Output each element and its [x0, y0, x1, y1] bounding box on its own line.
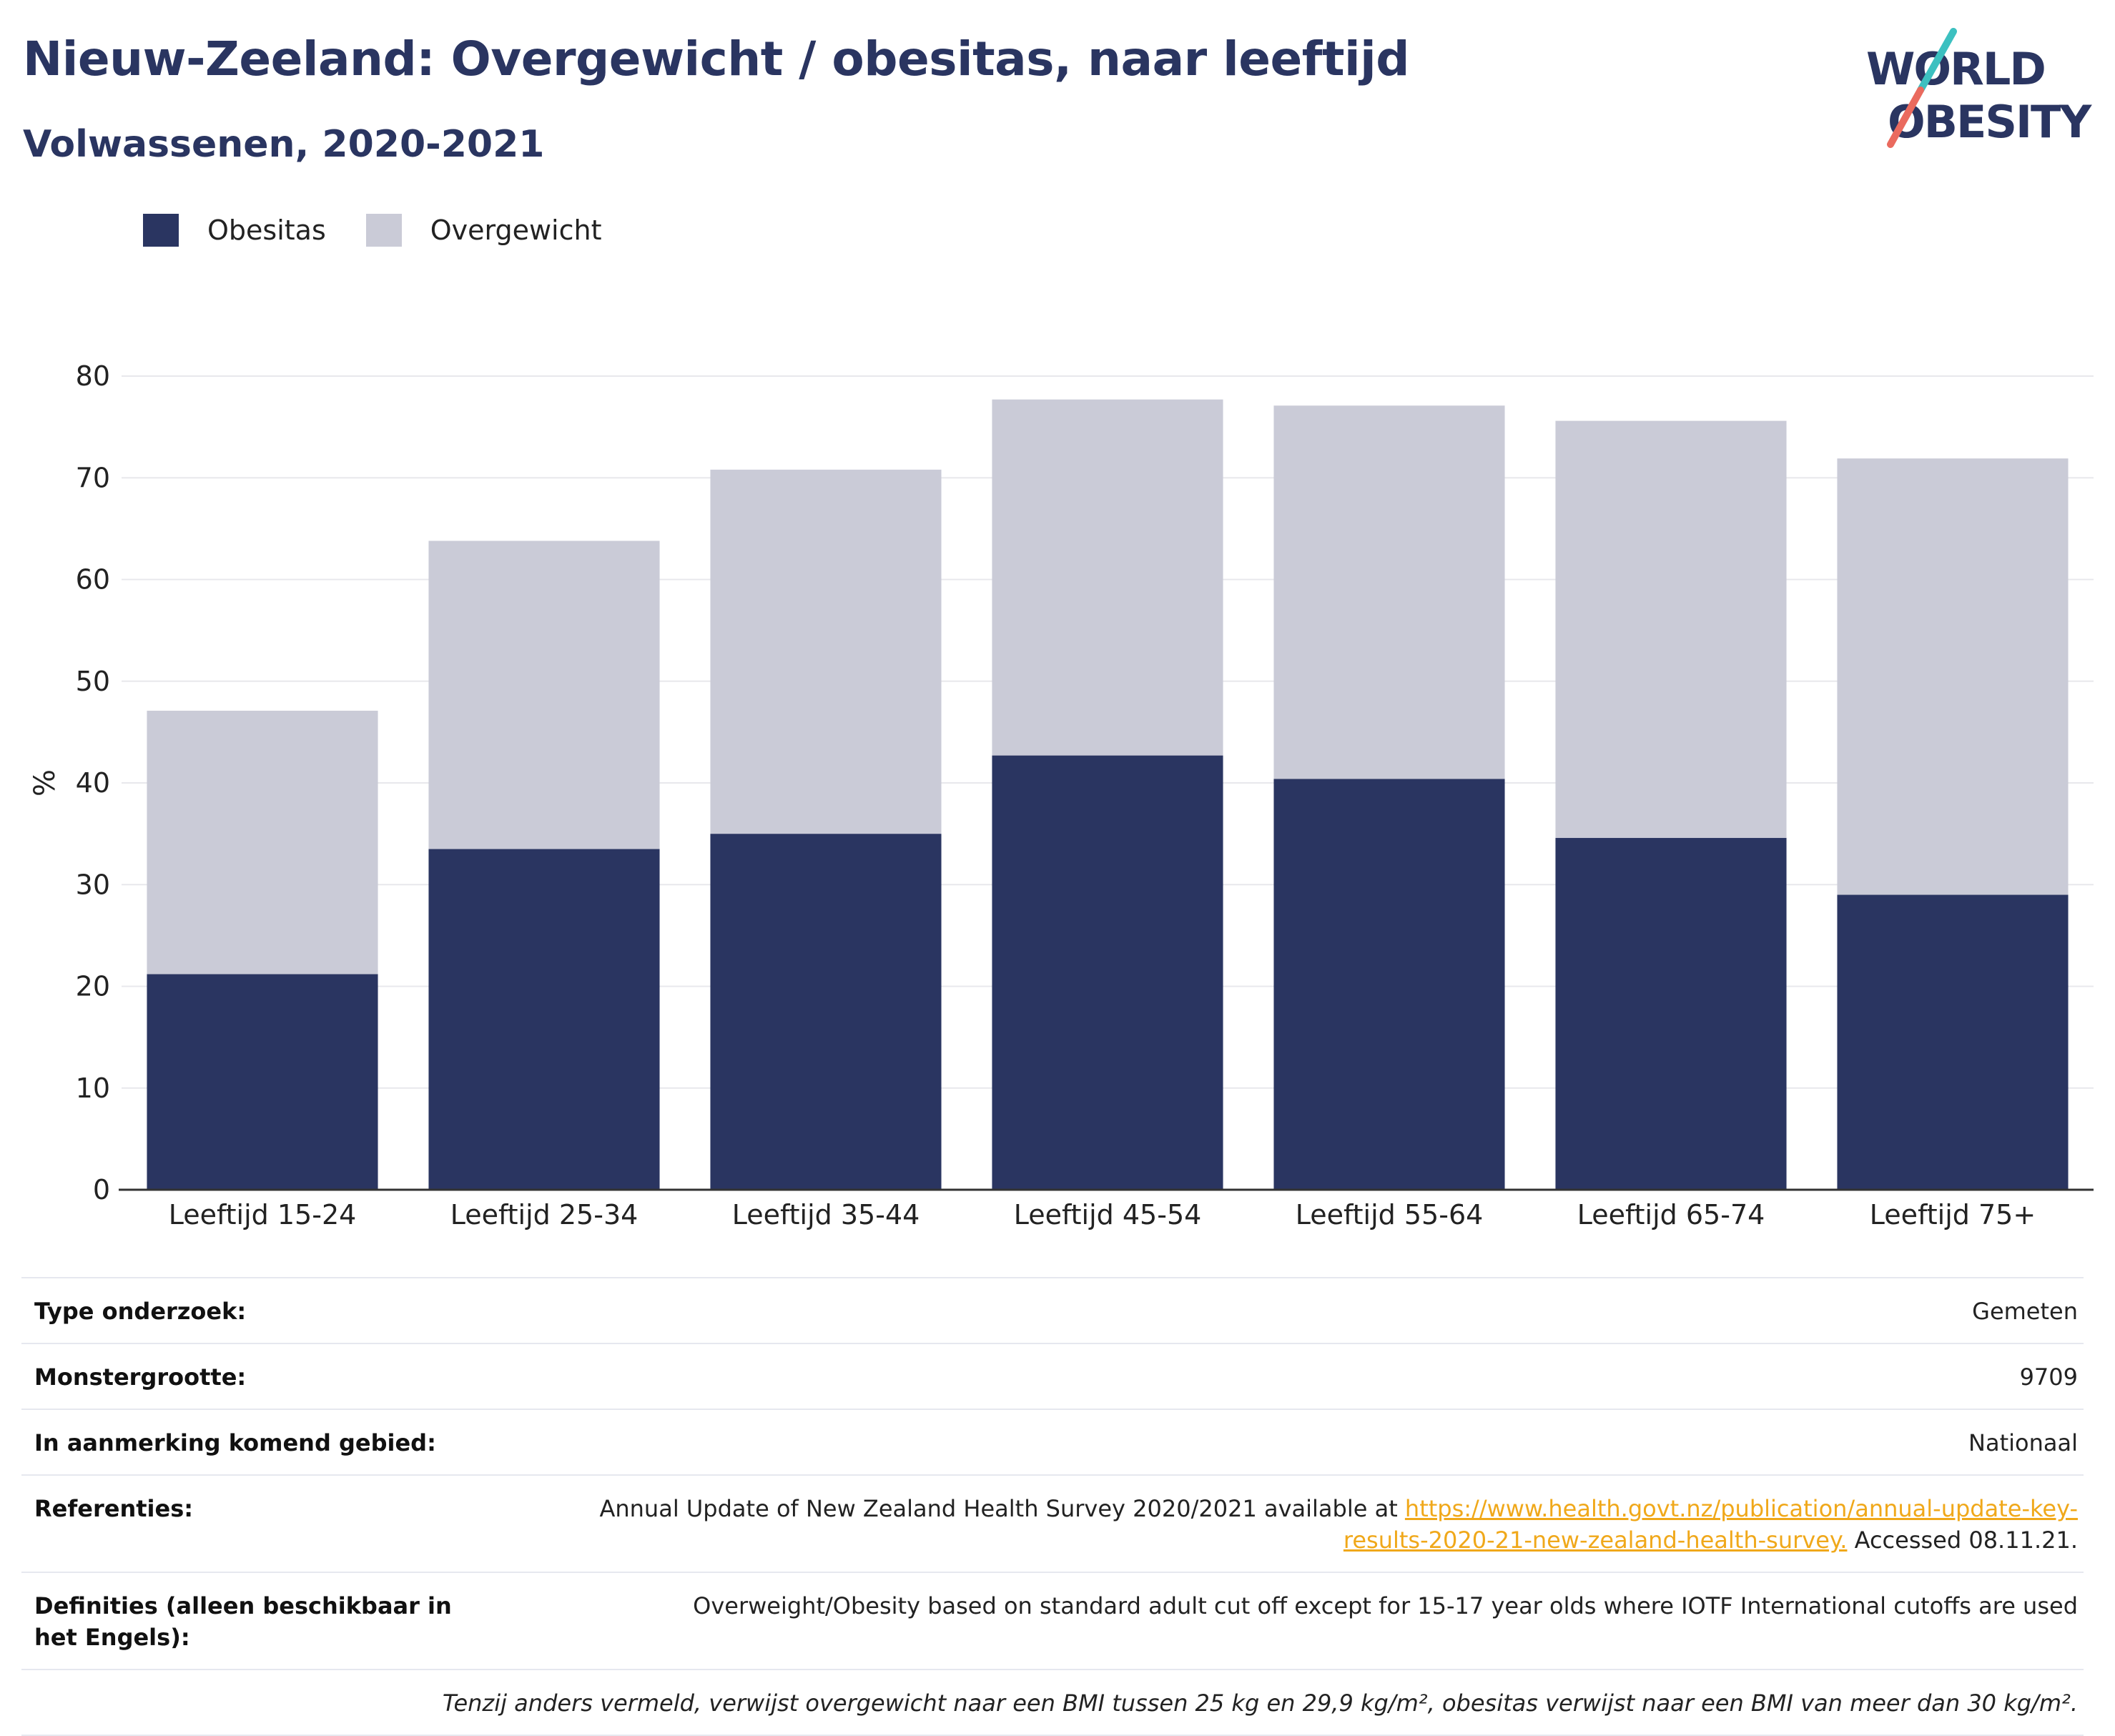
x-tick-label: Leeftijd 55-64 — [1296, 1199, 1484, 1231]
info-label-references: Referenties: — [34, 1495, 194, 1522]
info-value-area: Nationaal — [1968, 1429, 2078, 1456]
bar-overgewicht-6 — [1555, 420, 1787, 838]
reference-accessed: Accessed 08.11.21. — [1847, 1527, 2078, 1554]
legend-swatch-overgewicht — [365, 214, 402, 247]
info-value-definitions: Overweight/Obesity based on standard adu… — [693, 1592, 2078, 1619]
y-tick-label: 70 — [76, 462, 110, 493]
logo-text-world: WORLD — [1866, 43, 2045, 95]
bar-overgewicht-1 — [147, 711, 378, 975]
bar-obesitas-2 — [428, 849, 660, 1190]
info-value-sample: 9709 — [2019, 1363, 2078, 1391]
world-obesity-logo: WORLD OBESITY — [1866, 28, 2094, 148]
bar-obesitas-1 — [147, 974, 378, 1190]
x-tick-label: Leeftijd 45-54 — [1014, 1199, 1202, 1231]
reference-link-part-2: results-2020-21-new-zealand-health-surve… — [1343, 1527, 1848, 1554]
x-tick-label: Leeftijd 75+ — [1870, 1199, 2036, 1231]
info-value-type: Gemeten — [1972, 1298, 2078, 1325]
logo-slash-teal — [1917, 28, 1957, 94]
bar-obesitas-7 — [1837, 894, 2069, 1190]
chart-subtitle: Volwassenen, 2020-2021 — [23, 123, 545, 166]
info-label-sample: Monstergrootte: — [34, 1363, 247, 1391]
x-tick-label: Leeftijd 35-44 — [732, 1199, 920, 1231]
bar-overgewicht-3 — [710, 469, 942, 834]
legend-item-overgewicht[interactable]: Overgewicht — [365, 214, 602, 247]
info-row-definitions: Definities (alleen beschikbaar in het En… — [21, 1573, 2084, 1670]
legend-swatch-obesitas — [143, 214, 179, 247]
x-tick-label: Leeftijd 65-74 — [1577, 1199, 1765, 1231]
y-tick-label: 60 — [76, 564, 110, 596]
bar-overgewicht-4 — [992, 399, 1223, 756]
y-tick-label: 80 — [76, 360, 110, 392]
y-tick-label: 40 — [76, 767, 110, 799]
info-row-type: Type onderzoek: Gemeten — [21, 1278, 2084, 1344]
legend-item-obesitas[interactable]: Obesitas — [143, 214, 326, 247]
bar-obesitas-3 — [710, 834, 942, 1190]
info-row-area: In aanmerking komend gebied: Nationaal — [21, 1410, 2084, 1476]
info-label-area: In aanmerking komend gebied: — [34, 1429, 436, 1456]
y-tick-label: 20 — [76, 971, 110, 1002]
x-tick-label: Leeftijd 15-24 — [169, 1199, 357, 1231]
bar-overgewicht-5 — [1273, 405, 1505, 779]
bmi-definition-note: Tenzij anders vermeld, verwijst overgewi… — [21, 1670, 2084, 1736]
y-tick-label: 30 — [76, 869, 110, 900]
info-label-type: Type onderzoek: — [34, 1298, 247, 1325]
y-tick-label: 0 — [93, 1174, 110, 1205]
chart-legend[interactable]: Obesitas Overgewicht — [143, 210, 642, 250]
chart-title: Nieuw-Zeeland: Overgewicht / obesitas, n… — [23, 31, 1410, 87]
reference-text: Annual Update of New Zealand Health Surv… — [599, 1495, 1405, 1522]
legend-label-obesitas: Obesitas — [207, 214, 326, 246]
info-row-sample: Monstergrootte: 9709 — [21, 1344, 2084, 1410]
legend-label-overgewicht: Overgewicht — [430, 214, 602, 246]
stacked-bar-chart: 0 10 20 30 40 50 60 70 80% Leeftijd 15-24 Leeftijd… — [29, 360, 2094, 1231]
info-row-references: Referenties: Annual Update of New Zealan… — [21, 1476, 2084, 1573]
survey-info-table: Type onderzoek: Gemeten Monstergrootte: … — [21, 1277, 2084, 1736]
y-tick-label: 10 — [76, 1072, 110, 1104]
info-value-references: Annual Update of New Zealand Health Surv… — [599, 1493, 2078, 1556]
y-axis-label: % — [29, 769, 61, 797]
reference-link-part-1: https://www.health.govt.nz/publication/a… — [1404, 1495, 2078, 1522]
bar-obesitas-6 — [1555, 837, 1787, 1190]
bar-overgewicht-7 — [1837, 458, 2069, 895]
bar-obesitas-5 — [1273, 779, 1505, 1190]
bar-obesitas-4 — [992, 755, 1223, 1190]
reference-link[interactable]: https://www.health.govt.nz/publication/a… — [1344, 1495, 2078, 1554]
info-label-definitions: Definities (alleen beschikbaar in het En… — [34, 1592, 452, 1651]
logo-text-obesity: OBESITY — [1888, 96, 2092, 148]
x-tick-label: Leeftijd 25-34 — [450, 1199, 639, 1231]
y-tick-label: 50 — [76, 666, 110, 697]
logo-slash-coral — [1887, 87, 1924, 148]
bar-overgewicht-2 — [428, 541, 660, 849]
